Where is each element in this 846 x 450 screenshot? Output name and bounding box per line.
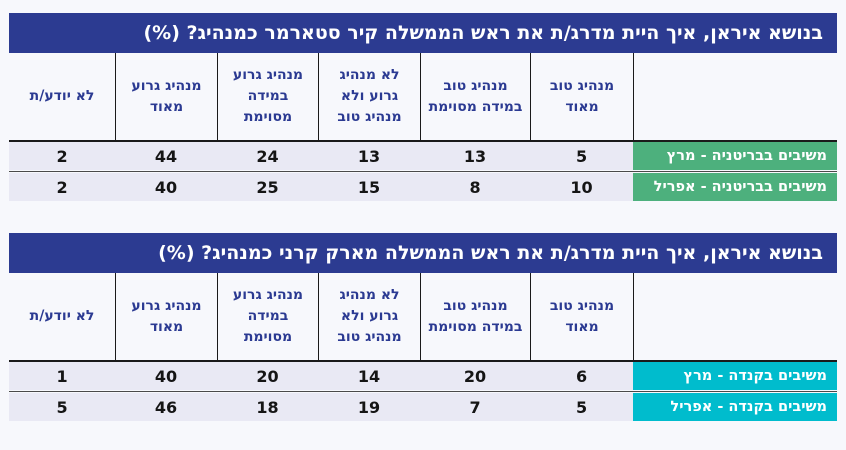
value-cell: 5 bbox=[530, 142, 633, 170]
value-cell: 20 bbox=[420, 362, 530, 390]
column-header-somewhat-bad-leader: מנהיג גרוע במידה מסוימת bbox=[217, 53, 318, 140]
header-divider bbox=[9, 360, 837, 362]
value-cell: 7 bbox=[420, 393, 530, 421]
row-label-header-blank bbox=[633, 53, 837, 140]
column-header-dont-know: לא יודע/ת bbox=[29, 88, 95, 104]
table-row-canada-april: משיבים בקנדה - אפריל 5 7 19 18 46 5 bbox=[9, 393, 837, 421]
column-header-somewhat-bad-leader: מנהיג גרוע במידה מסוימת bbox=[217, 273, 318, 360]
starmer-uk-table: בנושא איראן, איך היית מדרג/ת את ראש הממש… bbox=[9, 13, 837, 201]
row-label-header-blank bbox=[633, 273, 837, 360]
starmer-header-row: מנהיג טוב מאוד מנהיג טוב במידה מסוימת לא… bbox=[9, 53, 837, 140]
value-cell: 20 bbox=[217, 362, 318, 390]
row-separator bbox=[9, 171, 837, 172]
table-row-uk-april: משיבים בבריטניה - אפריל 10 8 15 25 40 2 bbox=[9, 173, 837, 201]
value-cell: 46 bbox=[115, 393, 217, 421]
value-cell: 8 bbox=[420, 173, 530, 201]
column-header-dont-know: לא יודע/ת bbox=[29, 308, 95, 324]
value-cell: 40 bbox=[115, 362, 217, 390]
carney-table-title: בנושא איראן, איך היית מדרג/ת את ראש הממש… bbox=[9, 233, 837, 273]
carney-header-row: מנהיג טוב מאוד מנהיג טוב במידה מסוימת לא… bbox=[9, 273, 837, 360]
value-cell: 6 bbox=[530, 362, 633, 390]
value-cell: 44 bbox=[115, 142, 217, 170]
table-row-uk-march: משיבים בבריטניה - מרץ 5 13 13 24 44 2 bbox=[9, 142, 837, 170]
value-cell: 24 bbox=[217, 142, 318, 170]
column-header-neither-good-nor-bad: לא מנהיג גרוע ולא מנהיג טוב bbox=[318, 53, 420, 140]
carney-canada-table: בנושא איראן, איך היית מדרג/ת את ראש הממש… bbox=[9, 233, 837, 421]
value-cell: 19 bbox=[318, 393, 420, 421]
column-header-neither-good-nor-bad: לא מנהיג גרוע ולא מנהיג טוב bbox=[318, 273, 420, 360]
iran-survey-tables-page: בנושא איראן, איך היית מדרג/ת את ראש הממש… bbox=[9, 13, 837, 421]
table-row-canada-march: משיבים בקנדה - מרץ 6 20 14 20 40 1 bbox=[9, 362, 837, 390]
header-divider bbox=[9, 140, 837, 142]
value-cell: 5 bbox=[530, 393, 633, 421]
value-cell: 2 bbox=[9, 173, 115, 201]
row-label: משיבים בבריטניה - מרץ bbox=[633, 142, 837, 170]
column-header-very-good-leader: מנהיג טוב מאוד bbox=[530, 53, 633, 140]
row-separator bbox=[9, 391, 837, 392]
value-cell: 40 bbox=[115, 173, 217, 201]
value-cell: 15 bbox=[318, 173, 420, 201]
column-header-very-bad-leader: מנהיג גרוע מאוד bbox=[115, 273, 217, 360]
row-label: משיבים בבריטניה - אפריל bbox=[633, 173, 837, 201]
column-header-somewhat-good-leader: מנהיג טוב במידה מסוימת bbox=[420, 53, 530, 140]
value-cell: 2 bbox=[9, 142, 115, 170]
value-cell: 25 bbox=[217, 173, 318, 201]
value-cell: 13 bbox=[318, 142, 420, 170]
column-header-somewhat-good-leader: מנהיג טוב במידה מסוימת bbox=[420, 273, 530, 360]
value-cell: 18 bbox=[217, 393, 318, 421]
row-label: משיבים בקנדה - מרץ bbox=[633, 362, 837, 390]
column-header-very-bad-leader: מנהיג גרוע מאוד bbox=[115, 53, 217, 140]
column-header-very-good-leader: מנהיג טוב מאוד bbox=[530, 273, 633, 360]
value-cell: 13 bbox=[420, 142, 530, 170]
value-cell: 1 bbox=[9, 362, 115, 390]
value-cell: 10 bbox=[530, 173, 633, 201]
starmer-table-title: בנושא איראן, איך היית מדרג/ת את ראש הממש… bbox=[9, 13, 837, 53]
row-label: משיבים בקנדה - אפריל bbox=[633, 393, 837, 421]
value-cell: 14 bbox=[318, 362, 420, 390]
value-cell: 5 bbox=[9, 393, 115, 421]
